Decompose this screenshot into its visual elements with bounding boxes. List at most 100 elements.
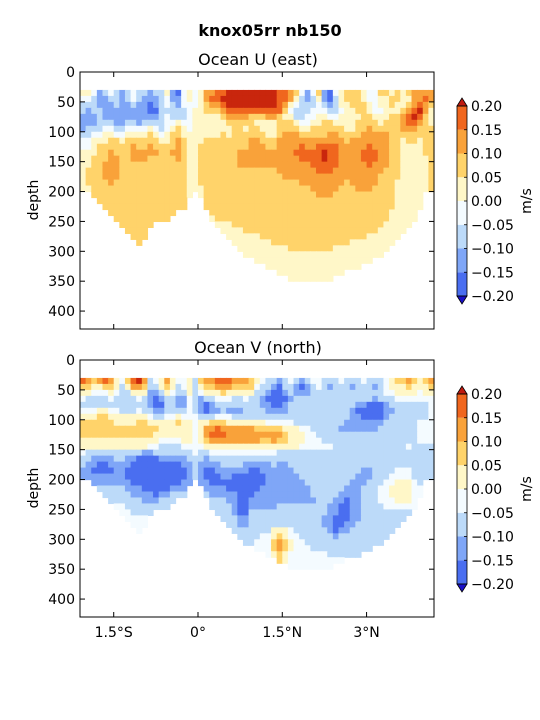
heatmap-cell — [271, 221, 278, 228]
heatmap-cell — [91, 401, 98, 409]
heatmap-cell — [265, 95, 272, 103]
heatmap-cell — [164, 437, 171, 445]
heatmap-cell — [209, 395, 216, 403]
heatmap-cell — [377, 89, 385, 97]
heatmap-cell — [130, 509, 137, 516]
heatmap-cell — [417, 155, 424, 163]
heatmap-cell — [175, 89, 182, 97]
heatmap-cell — [287, 125, 295, 133]
heatmap-cell — [231, 197, 238, 205]
heatmap-cell — [181, 95, 188, 103]
heatmap-cell — [349, 509, 356, 516]
heatmap-cell — [102, 443, 109, 451]
heatmap-cell — [360, 431, 368, 439]
heatmap-cell — [316, 131, 323, 139]
heatmap-cell — [158, 377, 165, 385]
heatmap-cell — [428, 95, 435, 103]
heatmap-cell — [102, 95, 109, 103]
heatmap-cell — [310, 113, 317, 121]
heatmap-cell — [411, 389, 418, 397]
heatmap-cell — [102, 467, 109, 475]
heatmap-cell — [422, 155, 429, 163]
heatmap-cell — [181, 467, 188, 475]
heatmap-cell — [417, 431, 424, 439]
heatmap-cell — [203, 155, 210, 163]
heatmap-cell — [360, 455, 368, 463]
heatmap-cell — [383, 239, 390, 246]
heatmap-cell — [124, 377, 132, 385]
heatmap-cell — [136, 503, 143, 511]
heatmap-cell — [327, 191, 334, 199]
heatmap-cell — [304, 473, 311, 481]
heatmap-cell — [265, 449, 272, 457]
heatmap-cell — [226, 401, 233, 409]
heatmap-cell — [214, 167, 222, 175]
heatmap-cell — [355, 203, 362, 211]
heatmap-cell — [209, 485, 216, 493]
heatmap-cell — [130, 515, 137, 522]
heatmap-cell — [169, 161, 177, 169]
heatmap-cell — [383, 485, 390, 493]
heatmap-cell — [344, 515, 351, 522]
heatmap-cell — [338, 167, 345, 175]
heatmap-cell — [80, 95, 87, 103]
heatmap-cell — [377, 515, 385, 522]
heatmap-cell — [158, 191, 165, 199]
heatmap-cell — [383, 377, 390, 385]
heatmap-cell — [344, 437, 351, 445]
heatmap-cell — [124, 95, 132, 103]
heatmap-cell — [316, 557, 323, 564]
heatmap-cell — [169, 413, 177, 421]
heatmap-cell — [198, 437, 205, 445]
heatmap-cell — [136, 95, 143, 103]
heatmap-cell — [96, 149, 104, 157]
heatmap-cell — [411, 89, 418, 97]
heatmap-cell — [383, 155, 390, 163]
heatmap-cell — [349, 119, 356, 127]
heatmap-cell — [293, 479, 300, 487]
heatmap-cell — [417, 437, 424, 445]
heatmap-cell — [254, 467, 261, 475]
heatmap-cell — [271, 515, 278, 522]
heatmap-cell — [332, 401, 340, 409]
heatmap-cell — [310, 449, 317, 457]
heatmap-cell — [338, 203, 345, 211]
heatmap-cell — [158, 149, 165, 157]
heatmap-cell — [349, 251, 356, 258]
heatmap-cell — [203, 437, 210, 445]
heatmap-cell — [124, 149, 132, 157]
heatmap-cell — [169, 431, 177, 439]
heatmap-cell — [299, 209, 306, 217]
heatmap-cell — [360, 527, 368, 534]
heatmap-cell — [332, 215, 340, 223]
heatmap-cell — [141, 479, 149, 487]
heatmap-cell — [231, 377, 238, 385]
heatmap-cell — [169, 137, 177, 145]
heatmap-cell — [158, 155, 165, 163]
heatmap-cell — [192, 473, 199, 481]
heatmap-cell — [231, 221, 238, 228]
heatmap-cell — [265, 509, 272, 516]
heatmap-cell — [327, 203, 334, 211]
heatmap-cell — [220, 95, 227, 103]
heatmap-cell — [108, 455, 115, 463]
heatmap-cell — [282, 239, 289, 246]
heatmap-cell — [304, 437, 311, 445]
heatmap-cell — [254, 515, 261, 522]
heatmap-cell — [113, 419, 120, 427]
heatmap-cell — [220, 101, 227, 109]
heatmap-cell — [231, 137, 238, 145]
heatmap-cell — [124, 413, 132, 421]
heatmap-cell — [310, 473, 317, 481]
heatmap-cell — [332, 173, 340, 181]
heatmap-cell — [321, 425, 328, 433]
heatmap-cell — [96, 137, 104, 145]
heatmap-cell — [214, 419, 222, 427]
heatmap-cell — [389, 449, 396, 457]
heatmap-cell — [271, 95, 278, 103]
heatmap-cell — [153, 455, 160, 463]
heatmap-cell — [181, 161, 188, 169]
heatmap-cell — [181, 413, 188, 421]
heatmap-cell — [164, 413, 171, 421]
heatmap-cell — [310, 257, 317, 264]
